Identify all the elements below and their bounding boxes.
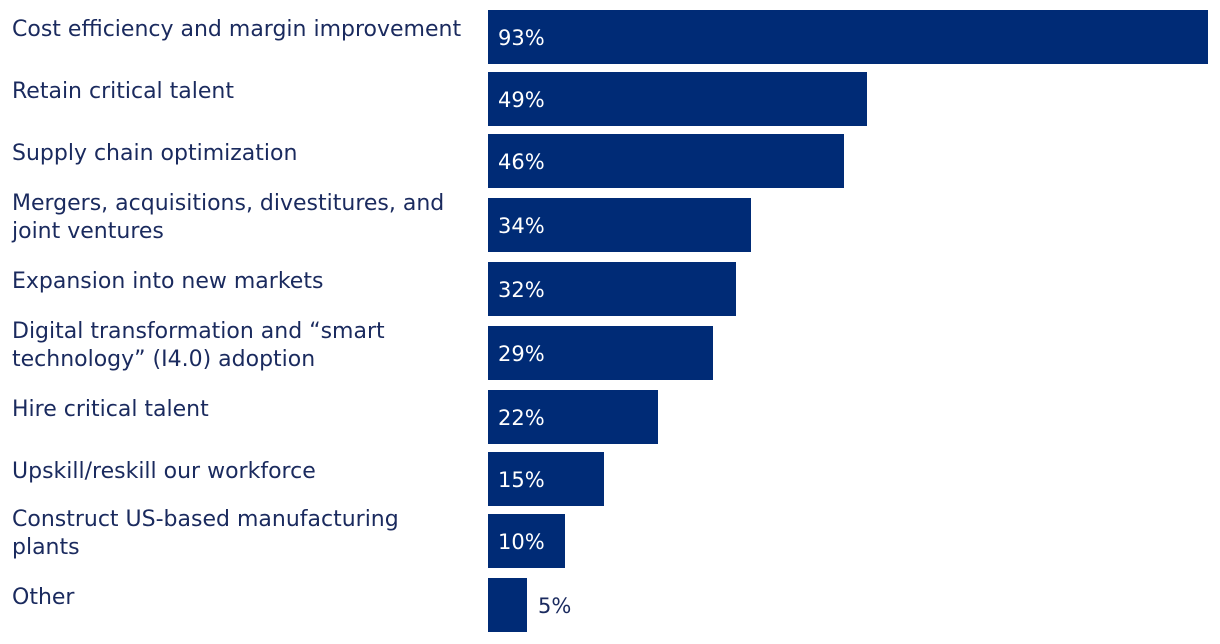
value-label-6: 22% bbox=[498, 406, 545, 430]
category-label-2: Supply chain optimization bbox=[12, 141, 297, 166]
category-label-7: Upskill/reskill our workforce bbox=[12, 459, 316, 484]
value-label-8: 10% bbox=[498, 530, 545, 554]
bar-5 bbox=[488, 326, 713, 380]
value-label-1: 49% bbox=[498, 88, 545, 112]
bar-9 bbox=[488, 578, 527, 632]
value-labels: 93% 49% 46% 34% 32% 29% 22% 15% 10% 5% bbox=[498, 26, 571, 618]
value-label-3: 34% bbox=[498, 214, 545, 238]
category-label-3-line-1: joint ventures bbox=[11, 219, 164, 244]
category-label-8-line-0: Construct US-based manufacturing bbox=[12, 507, 399, 532]
category-label-8-line-1: plants bbox=[12, 535, 80, 560]
value-label-5: 29% bbox=[498, 342, 545, 366]
bar-3 bbox=[488, 198, 751, 252]
category-label-1: Retain critical talent bbox=[12, 79, 234, 104]
category-label-4: Expansion into new markets bbox=[12, 269, 323, 294]
bars bbox=[488, 10, 1208, 632]
category-label-5-line-0: Digital transformation and “smart bbox=[12, 319, 385, 344]
category-labels: Cost efficiency and margin improvement Re… bbox=[11, 17, 461, 610]
category-label-5-line-1: technology” (I4.0) adoption bbox=[12, 347, 315, 372]
value-label-7: 15% bbox=[498, 468, 545, 492]
bar-7 bbox=[488, 452, 604, 506]
category-label-0: Cost efficiency and margin improvement bbox=[12, 17, 461, 42]
category-label-9: Other bbox=[12, 585, 75, 610]
bar-0 bbox=[488, 10, 1208, 64]
category-label-6: Hire critical talent bbox=[12, 397, 209, 422]
value-label-2: 46% bbox=[498, 150, 545, 174]
bar-2 bbox=[488, 134, 844, 188]
bar-1 bbox=[488, 72, 867, 126]
value-label-4: 32% bbox=[498, 278, 545, 302]
value-label-9: 5% bbox=[538, 594, 571, 618]
bar-6 bbox=[488, 390, 658, 444]
value-label-0: 93% bbox=[498, 26, 545, 50]
bar-8 bbox=[488, 514, 565, 568]
bar-4 bbox=[488, 262, 736, 316]
category-label-3-line-0: Mergers, acquisitions, divestitures, and bbox=[12, 191, 444, 216]
